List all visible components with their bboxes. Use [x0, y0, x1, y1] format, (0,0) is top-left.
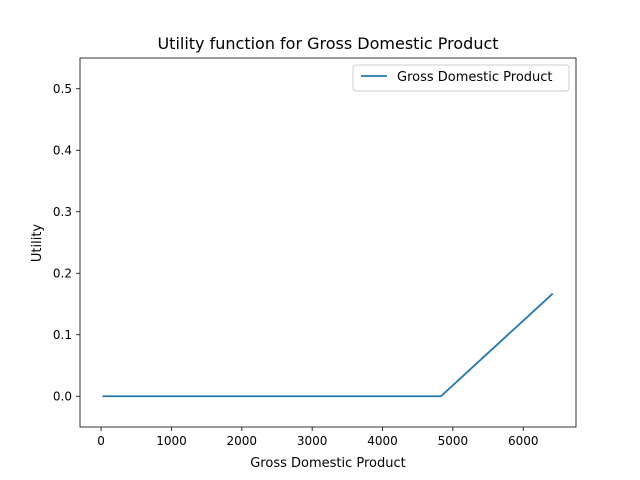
legend: Gross Domestic Product: [352, 64, 570, 92]
y-tick-label: 0.3: [53, 205, 72, 219]
x-tick-label: 1000: [156, 434, 187, 448]
x-axis-label: Gross Domestic Product: [250, 456, 406, 471]
x-tick-label: 5000: [438, 434, 469, 448]
plot-frame: [79, 57, 577, 428]
y-tick-label: 0.2: [53, 266, 72, 280]
x-tick-label: 6000: [508, 434, 539, 448]
y-tick-label: 0.1: [53, 328, 72, 342]
x-tick-label: 2000: [227, 434, 258, 448]
plot-area: [80, 58, 576, 427]
x-tick-label: 0: [97, 434, 105, 448]
chart-title: Utility function for Gross Domestic Prod…: [157, 34, 498, 53]
x-axis-ticks: 0 1000 2000 3000 4000 5000 6000: [97, 427, 539, 448]
legend-box: [352, 64, 570, 92]
legend-label: Gross Domestic Product: [397, 70, 553, 85]
y-axis-label: Utility: [30, 224, 45, 263]
series-line-0: [102, 292, 554, 398]
y-tick-label: 0.0: [53, 389, 72, 403]
y-axis-ticks: 0.0 0.1 0.2 0.3 0.4 0.5: [53, 82, 80, 403]
y-tick-label: 0.4: [53, 143, 72, 157]
x-tick-label: 4000: [367, 434, 398, 448]
y-tick-label: 0.5: [53, 82, 72, 96]
series-layer: [102, 292, 554, 398]
x-tick-label: 3000: [297, 434, 328, 448]
